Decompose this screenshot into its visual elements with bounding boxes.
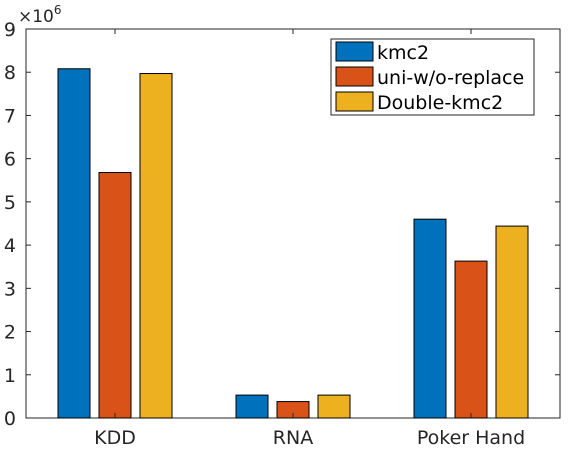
y-tick-label: 5	[4, 192, 16, 214]
y-tick-label: 2	[4, 322, 16, 344]
y-tick-label: 8	[4, 62, 16, 84]
y-tick-label: 1	[4, 365, 16, 387]
y-axis-multiplier: ×106	[18, 3, 62, 27]
bar-kmc2-kdd	[57, 68, 91, 419]
y-multiplier-base: ×10	[18, 7, 54, 27]
x-axis-ticks: KDD RNA Poker Hand	[94, 29, 525, 449]
bar-double-kmc2-kdd	[139, 73, 173, 419]
bar-uni-w-o-replace-kdd	[98, 171, 132, 419]
x-tick-label: RNA	[273, 427, 313, 449]
bar-kmc2-poker-hand	[413, 218, 447, 419]
y-tick-label: 4	[4, 235, 16, 257]
bar-uni-w-o-replace-poker-hand	[454, 260, 488, 419]
legend-label: kmc2	[377, 42, 429, 64]
x-tick-label: KDD	[94, 427, 136, 449]
legend-label: Double-kmc2	[377, 92, 503, 114]
legend-swatch	[335, 91, 374, 112]
x-tick-label: Poker Hand	[417, 427, 525, 449]
bars	[57, 68, 529, 419]
bar-double-kmc2-poker-hand	[495, 225, 529, 419]
y-tick-label: 6	[4, 149, 16, 171]
y-tick-label: 9	[4, 19, 16, 41]
y-axis-ticks: 0 1 2 3 4 5 6 7 8 9	[4, 19, 560, 430]
legend-swatch	[335, 41, 374, 62]
y-tick-label: 3	[4, 278, 16, 300]
y-tick-label: 7	[4, 105, 16, 127]
y-tick-label: 0	[4, 408, 16, 430]
legend-label: uni-w/o-replace	[377, 67, 524, 89]
legend-swatch	[335, 66, 374, 87]
y-multiplier-exponent: 6	[54, 3, 62, 17]
legend: kmc2 uni-w/o-replace Double-kmc2	[330, 38, 535, 116]
bar-double-kmc2-rna	[317, 394, 351, 419]
bar-kmc2-rna	[235, 394, 269, 419]
